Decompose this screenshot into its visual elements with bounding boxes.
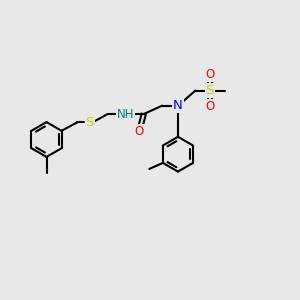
Text: NH: NH (117, 107, 134, 121)
Text: N: N (173, 99, 183, 112)
Text: O: O (205, 68, 214, 82)
Text: O: O (135, 125, 144, 138)
Text: S: S (206, 84, 214, 97)
Text: S: S (85, 116, 94, 129)
Text: O: O (205, 100, 214, 113)
